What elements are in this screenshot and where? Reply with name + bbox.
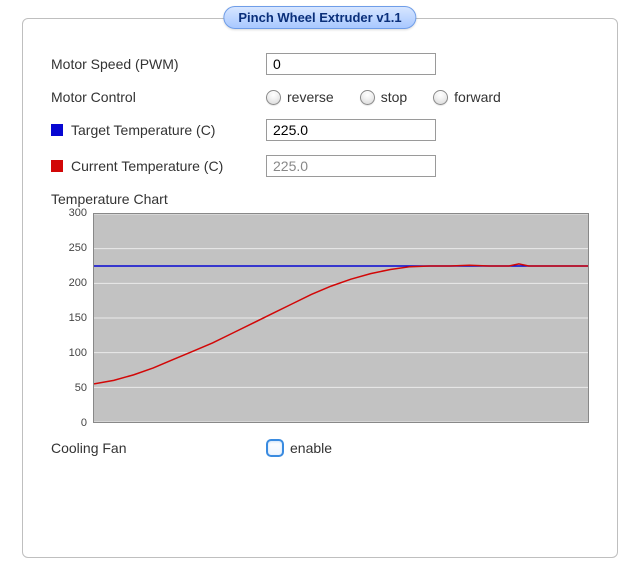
chart-y-tick: 0 (81, 417, 87, 429)
target-temp-row: Target Temperature (C) (51, 119, 589, 141)
chart-y-tick: 200 (69, 277, 87, 289)
chart-y-tick: 100 (69, 347, 87, 359)
current-temp-swatch (51, 160, 63, 172)
temperature-chart: 050100150200250300 (51, 213, 589, 423)
motor-control-stop[interactable]: stop (360, 89, 407, 105)
chart-y-tick: 150 (69, 312, 87, 324)
current-temp-display (266, 155, 436, 177)
motor-speed-row: Motor Speed (PWM) (51, 53, 589, 75)
radio-label: stop (381, 89, 407, 105)
radio-icon (433, 90, 448, 105)
chart-y-tick: 300 (69, 207, 87, 219)
motor-control-radio-group: reverse stop forward (266, 89, 501, 105)
current-temp-label: Current Temperature (C) (71, 158, 223, 174)
chart-y-tick: 250 (69, 242, 87, 254)
motor-speed-input[interactable] (266, 53, 436, 75)
radio-icon (360, 90, 375, 105)
target-temp-swatch (51, 124, 63, 136)
cooling-fan-label: Cooling Fan (51, 440, 266, 456)
chart-y-tick: 50 (75, 382, 87, 394)
chart-plot-area (93, 213, 589, 423)
extruder-panel: Pinch Wheel Extruder v1.1 Motor Speed (P… (22, 18, 618, 558)
motor-control-label: Motor Control (51, 89, 266, 105)
radio-icon (266, 90, 281, 105)
chart-y-axis: 050100150200250300 (51, 213, 93, 423)
motor-speed-label: Motor Speed (PWM) (51, 56, 266, 72)
motor-control-reverse[interactable]: reverse (266, 89, 334, 105)
motor-control-row: Motor Control reverse stop forward (51, 89, 589, 105)
target-temp-label: Target Temperature (C) (71, 122, 215, 138)
target-temp-input[interactable] (266, 119, 436, 141)
panel-title: Pinch Wheel Extruder v1.1 (223, 6, 416, 29)
cooling-fan-enable[interactable]: enable (266, 439, 332, 457)
checkbox-label: enable (290, 440, 332, 456)
radio-label: reverse (287, 89, 334, 105)
cooling-fan-row: Cooling Fan enable (51, 439, 589, 457)
checkbox-icon (266, 439, 284, 457)
chart-title: Temperature Chart (51, 191, 589, 207)
radio-label: forward (454, 89, 501, 105)
motor-control-forward[interactable]: forward (433, 89, 501, 105)
current-temp-row: Current Temperature (C) (51, 155, 589, 177)
